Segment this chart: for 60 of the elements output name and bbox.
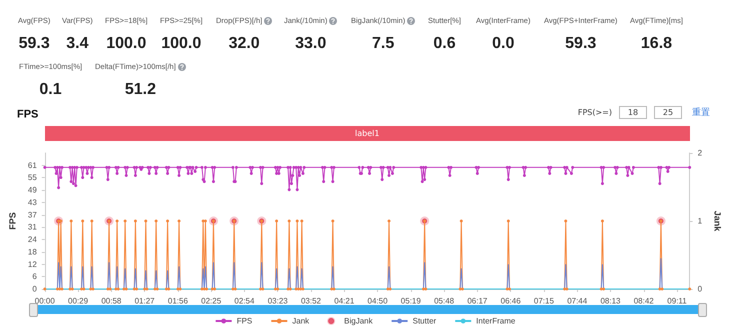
x-tick-label: 06:46 (500, 296, 522, 306)
y-tick-label: 43 (28, 198, 38, 207)
y-tick-label: 24 (28, 235, 38, 244)
y-tick-label: 6 (32, 272, 38, 282)
x-tick-label: 07:44 (567, 296, 588, 306)
x-tick-label: 06:17 (467, 296, 488, 306)
text: label1 (44, 126, 690, 141)
text: FPS(>=) (578, 108, 612, 117)
text: 25 (654, 106, 682, 119)
x-tick-label: 04:21 (334, 296, 355, 306)
legend-label: InterFrame (476, 316, 516, 326)
x-tick-label: 05:19 (400, 296, 422, 306)
y-tick-label: 49 (28, 186, 38, 195)
legend-label: Jank (292, 316, 310, 326)
y-tick-label: 55 (28, 173, 38, 182)
x-tick-label: 07:15 (534, 296, 554, 306)
data-label: 3.4 (66, 35, 88, 53)
y-tick-label: 37 (28, 210, 38, 220)
x-tick-label: 00:58 (101, 296, 122, 306)
x-tick-label: 01:56 (168, 296, 188, 306)
data-label: 32.0 (228, 35, 260, 53)
x-tick-label: 04:50 (368, 296, 388, 306)
y2-axis-title: Jank (712, 210, 722, 232)
data-label: 59.3 (18, 35, 50, 53)
legend-label: Stutter (412, 316, 437, 326)
y-tick-label: 12 (28, 260, 38, 269)
y-axis-title: FPS (17, 108, 38, 120)
x-tick-label: 09:11 (667, 296, 688, 306)
data-label: 33.0 (295, 35, 326, 53)
x-tick-label: 08:13 (600, 296, 622, 306)
data-label: 100.0 (161, 35, 202, 53)
data-label: 0.6 (433, 35, 456, 53)
legend-label: BigJank (344, 316, 374, 326)
y-tick-label: 31 (28, 222, 38, 232)
text: FPS (8, 212, 18, 230)
x-tick-label: 02:25 (201, 296, 222, 306)
y-tick-label: 18 (28, 247, 38, 256)
y-tick-label: 61 (28, 160, 38, 170)
data-label: 51.2 (124, 81, 156, 99)
x-tick-label: 01:27 (134, 296, 156, 306)
x-tick-label: 08:42 (634, 296, 654, 306)
x-tick-label: 03:23 (268, 296, 288, 306)
y-tick-label: 0 (32, 284, 38, 294)
data-label: 0.0 (492, 35, 514, 53)
x-tick-label: 00:29 (68, 296, 89, 306)
data-label: 100.0 (106, 35, 146, 53)
y2-tick-label: 1 (698, 216, 703, 226)
data-label: 59.3 (565, 35, 596, 53)
x-tick-label: 05:48 (434, 296, 455, 306)
text: 重置 (692, 106, 710, 119)
x-tick-label: 03:52 (300, 296, 322, 306)
legend-label: FPS (236, 316, 252, 326)
y2-tick-label: 0 (698, 284, 703, 294)
x-tick-label: 02:54 (234, 296, 256, 306)
x-tick-label: 00:00 (34, 296, 56, 306)
data-label: 16.8 (640, 35, 672, 53)
data-label: 7.5 (372, 35, 394, 53)
text: 18 (619, 106, 647, 119)
y2-tick-label: 2 (698, 148, 703, 158)
data-label: 0.1 (39, 81, 62, 99)
